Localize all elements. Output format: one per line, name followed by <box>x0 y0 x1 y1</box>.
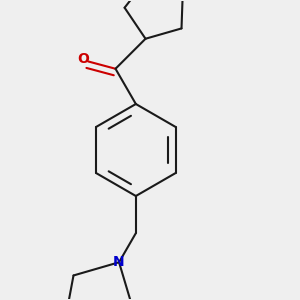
Text: O: O <box>78 52 89 66</box>
Text: N: N <box>113 255 125 269</box>
